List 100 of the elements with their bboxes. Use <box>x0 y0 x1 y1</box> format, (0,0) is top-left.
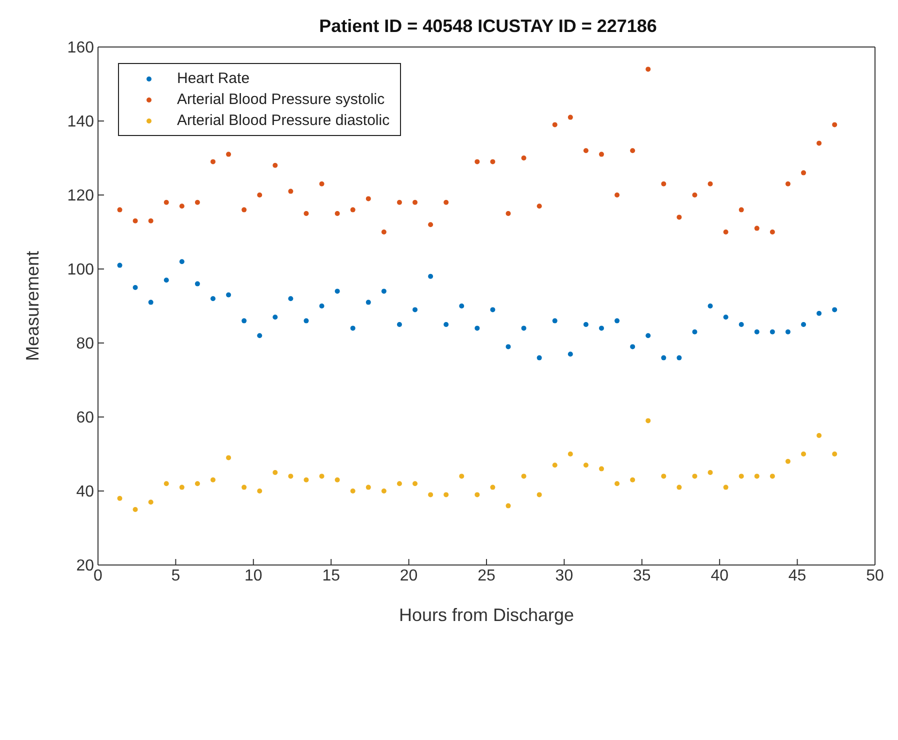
point <box>257 333 262 338</box>
point <box>661 181 666 186</box>
point <box>506 211 511 216</box>
point <box>179 204 184 209</box>
point <box>785 329 790 334</box>
point <box>288 296 294 302</box>
point <box>770 474 775 479</box>
point <box>226 152 232 157</box>
x-tick-label: 35 <box>633 567 651 584</box>
point <box>304 477 309 482</box>
point <box>288 474 294 479</box>
point <box>179 259 184 264</box>
point <box>490 159 496 164</box>
point <box>148 500 154 505</box>
y-tick-label: 100 <box>67 262 94 279</box>
point <box>381 488 386 494</box>
point <box>552 462 558 468</box>
point <box>630 344 636 350</box>
point <box>459 304 464 308</box>
point <box>272 314 278 320</box>
point <box>676 214 682 220</box>
point <box>334 211 340 216</box>
x-tick-label: 50 <box>866 567 884 584</box>
point <box>350 488 356 494</box>
x-tick-label: 25 <box>478 567 496 584</box>
point <box>490 484 496 490</box>
point <box>816 433 822 438</box>
point <box>350 207 356 212</box>
point <box>785 181 790 186</box>
point <box>257 192 262 198</box>
point <box>272 470 278 475</box>
point <box>210 296 216 302</box>
point <box>552 318 558 324</box>
point <box>210 159 216 164</box>
point <box>366 484 371 490</box>
point <box>242 318 247 324</box>
point <box>257 488 262 494</box>
point <box>723 230 728 234</box>
point <box>194 281 200 286</box>
point <box>801 452 806 456</box>
x-tick-label: 5 <box>171 567 180 584</box>
chart-title: Patient ID = 40548 ICUSTAY ID = 227186 <box>318 16 658 37</box>
point <box>614 481 620 486</box>
point <box>692 329 698 334</box>
point <box>723 314 728 320</box>
point <box>117 262 122 268</box>
point <box>334 288 340 294</box>
x-tick-label: 45 <box>788 567 806 584</box>
point <box>319 181 324 186</box>
point <box>396 200 402 205</box>
point <box>630 148 636 154</box>
point <box>428 492 434 498</box>
point <box>506 503 511 508</box>
point <box>506 344 511 350</box>
point <box>661 474 666 479</box>
point <box>179 484 184 490</box>
point <box>614 318 620 324</box>
y-tick-label: 160 <box>67 40 94 57</box>
point <box>381 288 386 294</box>
point <box>272 162 278 168</box>
point <box>459 474 464 479</box>
point <box>583 462 588 468</box>
point <box>770 329 775 334</box>
point <box>723 484 728 490</box>
point <box>132 285 138 290</box>
y-tick-label: 140 <box>67 114 94 131</box>
point <box>832 122 838 128</box>
point <box>708 470 713 475</box>
point <box>568 114 573 120</box>
point <box>708 304 713 308</box>
point <box>801 322 806 327</box>
x-axis-title: Hours from Discharge <box>398 605 574 625</box>
point <box>521 326 526 331</box>
point <box>661 355 666 360</box>
point <box>164 481 169 486</box>
point <box>785 458 790 464</box>
point <box>598 326 604 331</box>
legend-label: Arterial Blood Pressure diastolic <box>177 112 390 129</box>
point <box>164 200 169 205</box>
point <box>366 300 371 305</box>
point <box>738 207 744 212</box>
point <box>832 452 838 456</box>
point <box>412 481 418 486</box>
x-tick-label: 15 <box>322 567 340 584</box>
point <box>412 200 418 205</box>
point <box>319 474 324 479</box>
point <box>676 355 682 360</box>
point <box>194 200 200 205</box>
point <box>536 204 542 209</box>
point <box>630 477 636 482</box>
point <box>474 326 480 331</box>
point <box>692 474 698 479</box>
point <box>536 492 542 498</box>
x-tick-label: 20 <box>400 567 418 584</box>
point <box>164 278 169 283</box>
point <box>552 122 558 128</box>
point <box>117 496 122 501</box>
point <box>816 310 822 316</box>
point <box>148 300 154 305</box>
y-tick-label: 40 <box>76 484 94 501</box>
